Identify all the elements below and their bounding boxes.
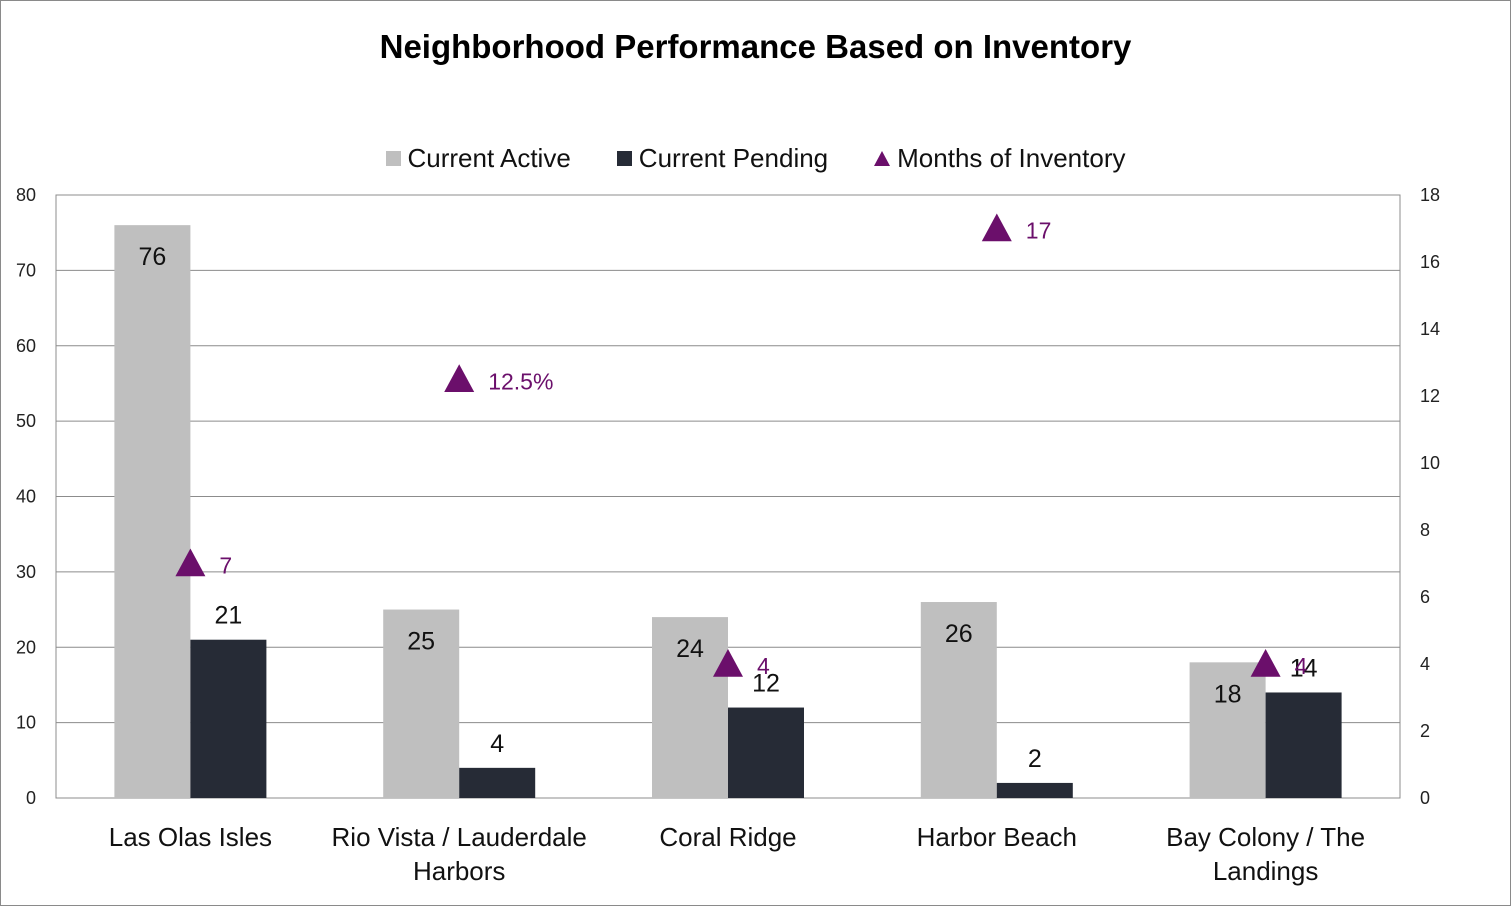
data-label-months-of-inventory: 4 xyxy=(1295,653,1308,679)
y-right-tick-label: 6 xyxy=(1420,587,1430,607)
data-label-months-of-inventory: 12.5% xyxy=(488,368,553,394)
x-category-label: Las Olas Isles xyxy=(109,822,272,852)
y-right-tick-label: 2 xyxy=(1420,721,1430,741)
data-label-current-pending: 12 xyxy=(752,670,780,698)
y-right-tick-label: 18 xyxy=(1420,185,1440,205)
legend-swatch-current-pending xyxy=(616,150,632,166)
x-category-label: Bay Colony / The xyxy=(1166,822,1365,852)
y-left-tick-label: 10 xyxy=(16,713,36,733)
x-category-label: Harbors xyxy=(413,856,505,886)
y-left-tick-label: 50 xyxy=(16,411,36,431)
marker-months-of-inventory xyxy=(713,649,743,677)
data-label-current-pending: 2 xyxy=(1028,745,1042,773)
legend-item-current-pending: Current Pending xyxy=(616,142,829,174)
y-right-tick-label: 16 xyxy=(1420,252,1440,272)
legend: Current Active Current Pending Months of… xyxy=(0,140,1511,176)
chart-title: Neighborhood Performance Based on Invent… xyxy=(379,28,1132,65)
legend-label-months-of-inventory: Months of Inventory xyxy=(897,142,1126,173)
y-left-tick-label: 0 xyxy=(26,788,36,808)
y-left-tick-label: 80 xyxy=(16,185,36,205)
bar-current-pending xyxy=(1265,692,1342,798)
bar-current-active xyxy=(920,602,997,798)
y-left-tick-label: 20 xyxy=(16,637,36,657)
x-category-label: Landings xyxy=(1213,856,1319,886)
y-left-tick-label: 70 xyxy=(16,260,36,280)
legend-label-current-active: Current Active xyxy=(407,142,571,173)
y-right-tick-label: 14 xyxy=(1420,319,1440,339)
marker-months-of-inventory xyxy=(444,364,475,392)
data-label-current-active: 76 xyxy=(138,243,166,271)
y-left-tick-label: 30 xyxy=(16,562,36,582)
data-label-current-active: 18 xyxy=(1214,680,1242,708)
bar-current-pending xyxy=(190,639,267,798)
y-right-tick-label: 10 xyxy=(1420,453,1440,473)
data-label-current-active: 24 xyxy=(676,635,704,663)
data-label-months-of-inventory: 7 xyxy=(219,553,232,579)
data-label-current-active: 26 xyxy=(945,620,973,648)
bar-current-pending xyxy=(459,767,536,798)
marker-months-of-inventory xyxy=(981,213,1012,242)
bar-current-active xyxy=(383,609,460,798)
bar-current-active xyxy=(652,617,728,798)
bar-current-active xyxy=(114,225,191,798)
y-left-tick-label: 40 xyxy=(16,487,36,507)
y-right-tick-label: 0 xyxy=(1420,788,1430,808)
legend-label-current-pending: Current Pending xyxy=(638,142,829,173)
y-right-tick-label: 4 xyxy=(1420,654,1430,674)
x-category-label: Coral Ridge xyxy=(659,822,796,852)
y-right-tick-label: 8 xyxy=(1420,520,1430,540)
legend-swatch-current-active xyxy=(385,150,401,166)
legend-item-months-of-inventory: Months of Inventory xyxy=(874,143,1125,174)
data-label-current-pending: 4 xyxy=(490,730,504,758)
bar-current-pending xyxy=(996,782,1073,798)
data-label-current-active: 25 xyxy=(407,628,435,656)
y-right-tick-label: 12 xyxy=(1420,386,1440,406)
marker-months-of-inventory xyxy=(1250,649,1281,677)
x-category-label: Rio Vista / Lauderdale xyxy=(332,822,587,852)
x-category-label: Harbor Beach xyxy=(917,822,1077,852)
y-left-tick-label: 60 xyxy=(16,336,36,356)
bar-current-pending xyxy=(728,707,804,798)
data-label-current-pending: 14 xyxy=(1290,654,1318,682)
marker-months-of-inventory xyxy=(175,548,206,577)
data-label-current-pending: 21 xyxy=(214,602,242,630)
legend-item-current-active: Current Active xyxy=(385,142,571,174)
triangle-icon xyxy=(874,150,891,166)
bar-current-active xyxy=(1189,662,1266,798)
data-label-months-of-inventory: 17 xyxy=(1026,218,1052,244)
data-label-months-of-inventory: 4 xyxy=(757,653,770,679)
